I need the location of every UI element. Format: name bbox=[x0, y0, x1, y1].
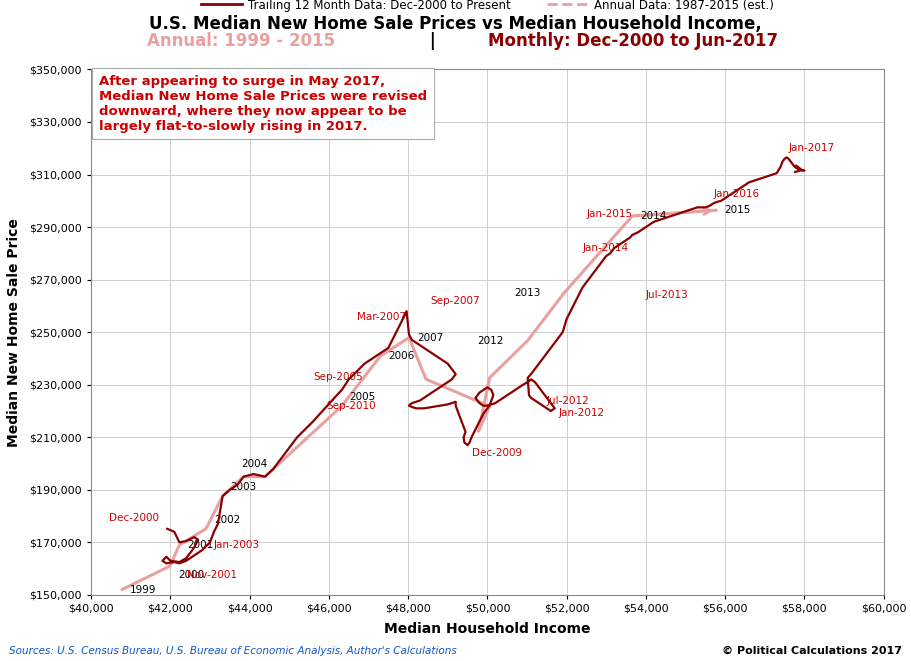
Text: Sep-2007: Sep-2007 bbox=[430, 296, 480, 306]
Legend: Trailing 12 Month Data: Dec-2000 to Present, Annual Data: 1987-2015 (est.): Trailing 12 Month Data: Dec-2000 to Pres… bbox=[197, 0, 778, 17]
Text: 2003: 2003 bbox=[230, 482, 257, 492]
Text: 2015: 2015 bbox=[724, 205, 751, 215]
Text: 2002: 2002 bbox=[214, 515, 241, 525]
Text: U.S. Median New Home Sale Prices vs Median Household Income,: U.S. Median New Home Sale Prices vs Medi… bbox=[149, 15, 762, 32]
Text: |: | bbox=[424, 32, 442, 50]
Text: 2000: 2000 bbox=[178, 570, 204, 580]
Text: Sources: U.S. Census Bureau, U.S. Bureau of Economic Analysis, Author's Calculat: Sources: U.S. Census Bureau, U.S. Bureau… bbox=[9, 646, 456, 656]
Text: After appearing to surge in May 2017,
Median New Home Sale Prices were revised
d: After appearing to surge in May 2017, Me… bbox=[99, 75, 427, 133]
Text: Sep-2005: Sep-2005 bbox=[313, 372, 363, 382]
X-axis label: Median Household Income: Median Household Income bbox=[384, 622, 590, 637]
Text: Jan-2014: Jan-2014 bbox=[582, 243, 629, 253]
Y-axis label: Median New Home Sale Price: Median New Home Sale Price bbox=[7, 217, 21, 447]
Text: Sep-2010: Sep-2010 bbox=[327, 401, 376, 410]
Text: Jan-2017: Jan-2017 bbox=[789, 143, 834, 153]
Text: 2006: 2006 bbox=[388, 351, 415, 361]
Text: Dec-2000: Dec-2000 bbox=[109, 514, 159, 524]
Text: Jan-2003: Jan-2003 bbox=[214, 540, 260, 550]
Text: Annual: 1999 - 2015: Annual: 1999 - 2015 bbox=[148, 32, 335, 50]
Text: 2012: 2012 bbox=[477, 336, 504, 346]
Text: Mar-2007: Mar-2007 bbox=[356, 311, 405, 322]
Text: © Political Calculations 2017: © Political Calculations 2017 bbox=[722, 646, 902, 656]
Text: Jan-2015: Jan-2015 bbox=[587, 209, 632, 219]
Text: 2014: 2014 bbox=[640, 211, 667, 221]
Text: Dec-2009: Dec-2009 bbox=[472, 447, 522, 458]
Text: 2007: 2007 bbox=[417, 332, 444, 342]
Text: Jan-2016: Jan-2016 bbox=[713, 190, 760, 200]
Text: Jul-2012: Jul-2012 bbox=[547, 396, 589, 406]
Text: 1999: 1999 bbox=[130, 584, 157, 595]
Text: Nov-2001: Nov-2001 bbox=[188, 570, 238, 580]
Text: Jan-2012: Jan-2012 bbox=[558, 408, 605, 418]
Text: Jul-2013: Jul-2013 bbox=[646, 290, 689, 300]
Text: Monthly: Dec-2000 to Jun-2017: Monthly: Dec-2000 to Jun-2017 bbox=[488, 32, 778, 50]
Text: 2005: 2005 bbox=[350, 392, 376, 402]
Text: 2013: 2013 bbox=[514, 288, 540, 297]
Text: 2001: 2001 bbox=[188, 540, 213, 550]
Text: 2004: 2004 bbox=[241, 459, 268, 469]
